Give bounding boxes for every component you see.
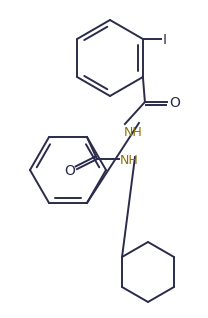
Text: O: O [169, 96, 180, 110]
Text: NH: NH [120, 154, 139, 167]
Text: I: I [163, 33, 167, 47]
Text: O: O [64, 164, 75, 178]
Text: NH: NH [124, 126, 143, 139]
